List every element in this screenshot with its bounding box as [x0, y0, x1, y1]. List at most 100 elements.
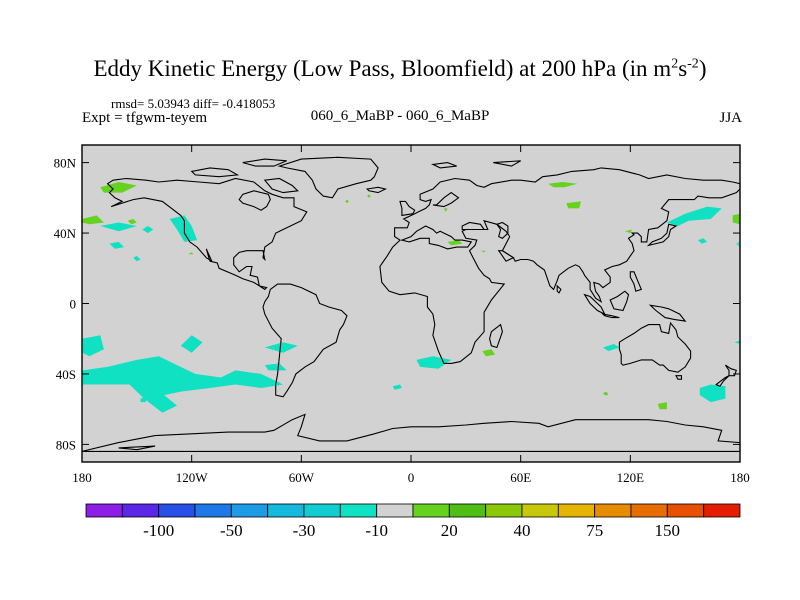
coastline-new-zealand [724, 364, 738, 377]
positive-anomaly-region [82, 215, 104, 225]
positive-anomaly-region [127, 219, 137, 225]
coastline-java [601, 313, 620, 319]
experiment-label: Expt = tfgwm-teyem [82, 110, 208, 126]
negative-anomaly-region [109, 241, 124, 249]
positive-anomaly-region [443, 208, 448, 212]
x-tick-label: 180 [72, 470, 92, 485]
coastline-north-america [106, 177, 308, 291]
colorbar-box [121, 503, 160, 518]
coastline-greenland [277, 156, 379, 199]
colorbar-box [376, 503, 414, 518]
colorbar: -100 -50 -30 -10 20 40 75 150 [85, 503, 741, 540]
colorbar-box [594, 503, 632, 518]
x-tick-label: 60W [289, 470, 315, 485]
positive-anomaly-region [657, 402, 667, 410]
coastline-madagascar [489, 323, 503, 349]
coastline-south-america [262, 283, 348, 398]
colorbar-box [194, 503, 232, 518]
colorbar-box [666, 503, 704, 518]
colorbar-box [412, 503, 450, 518]
coastline-australia [618, 321, 692, 373]
positive-anomaly-region [345, 199, 349, 204]
negative-anomaly-region [392, 384, 402, 390]
coastline-ellesmere [242, 158, 287, 167]
coastline-baffin [263, 177, 299, 194]
positive-anomaly-region [188, 252, 194, 255]
map-background [82, 145, 740, 462]
positive-anomaly-region [100, 182, 137, 193]
colorbar-label: 40 [514, 521, 531, 540]
coastline-hudson-bay [238, 190, 271, 211]
colorbar-box [85, 503, 123, 518]
negative-anomaly-region [180, 335, 203, 353]
positive-anomaly-region [480, 250, 486, 253]
coastline-philippines [629, 271, 643, 292]
negative-anomaly-region [734, 340, 740, 344]
coastline-borneo [609, 290, 630, 312]
colorbar-box [630, 503, 668, 518]
chart-title: Eddy Kinetic Energy (Low Pass, Bloomfiel… [93, 56, 707, 81]
coastline-tasmania [675, 375, 683, 380]
negative-anomaly-region [602, 344, 620, 352]
positive-anomaly-region [482, 349, 496, 357]
coastline-iceland [365, 186, 388, 194]
positive-anomaly-region [367, 194, 371, 198]
anomaly-layer [82, 182, 740, 413]
coastline-great-britain [399, 200, 416, 217]
colorbar-label: -100 [143, 521, 174, 540]
positive-anomaly-region [602, 391, 609, 396]
negative-anomaly-region [142, 226, 154, 234]
coastline-layer [81, 156, 741, 452]
negative-anomaly-region [82, 356, 284, 413]
colorbar-label: 150 [655, 521, 681, 540]
colorbar-box [267, 503, 305, 518]
coastline-svalbard [430, 162, 457, 169]
negative-anomaly-region [736, 241, 740, 248]
colorbar-box [521, 503, 559, 518]
coastline-japan [646, 223, 678, 247]
coastline-black-sea [461, 221, 486, 231]
coastline-sri-lanka [556, 284, 562, 294]
coastline-antarctica [81, 413, 741, 452]
case-label: 060_6_MaBP - 060_6_MaBP [310, 108, 490, 124]
positive-anomaly-region [624, 229, 633, 234]
negative-anomaly-region [100, 222, 137, 232]
positive-anomaly-region [447, 240, 463, 246]
colorbar-box [158, 503, 196, 518]
coastline-arabian-gulf [497, 250, 515, 262]
axis-ticks: 180 120W 60W 0 60E 120E 180 80N 40N 0 40S 80S [54, 145, 750, 485]
negative-anomaly-region [82, 335, 104, 357]
x-tick-label: 60E [510, 470, 531, 485]
negative-anomaly-region [140, 396, 146, 403]
colorbar-label: 20 [441, 521, 458, 540]
y-tick-label: 40S [56, 367, 76, 382]
coastline-caspian [496, 221, 509, 239]
colorbar-label: -50 [220, 521, 243, 540]
negative-anomaly-region [264, 363, 287, 371]
coastline-new-zealand-south [715, 375, 730, 388]
coastline-mediterranean [400, 225, 473, 250]
x-tick-label: 120W [176, 470, 209, 485]
colorbar-label: -30 [293, 521, 316, 540]
colorbar-box [448, 503, 486, 518]
colorbar-box [230, 503, 269, 518]
negative-anomaly-region [169, 215, 198, 242]
coastline-antarctic-islands [118, 445, 156, 451]
coastline-arctic-islands [190, 167, 240, 178]
y-tick-label: 0 [70, 297, 77, 312]
coastline-africa-eurasia [379, 167, 741, 364]
x-tick-label: 180 [730, 470, 750, 485]
y-tick-label: 40N [54, 226, 77, 241]
negative-anomaly-region [133, 255, 141, 262]
colorbar-box [339, 503, 377, 518]
colorbar-label: 75 [586, 521, 603, 540]
negative-anomaly-region [698, 238, 708, 244]
y-tick-label: 80S [56, 437, 76, 452]
coastline-baltic [432, 191, 460, 208]
positive-anomaly-region [566, 201, 581, 209]
stats-line: rmsd= 5.03943 diff= -0.418053 [111, 96, 276, 111]
y-tick-label: 80N [54, 156, 77, 171]
negative-anomaly-region [666, 206, 722, 226]
x-tick-label: 0 [408, 470, 415, 485]
